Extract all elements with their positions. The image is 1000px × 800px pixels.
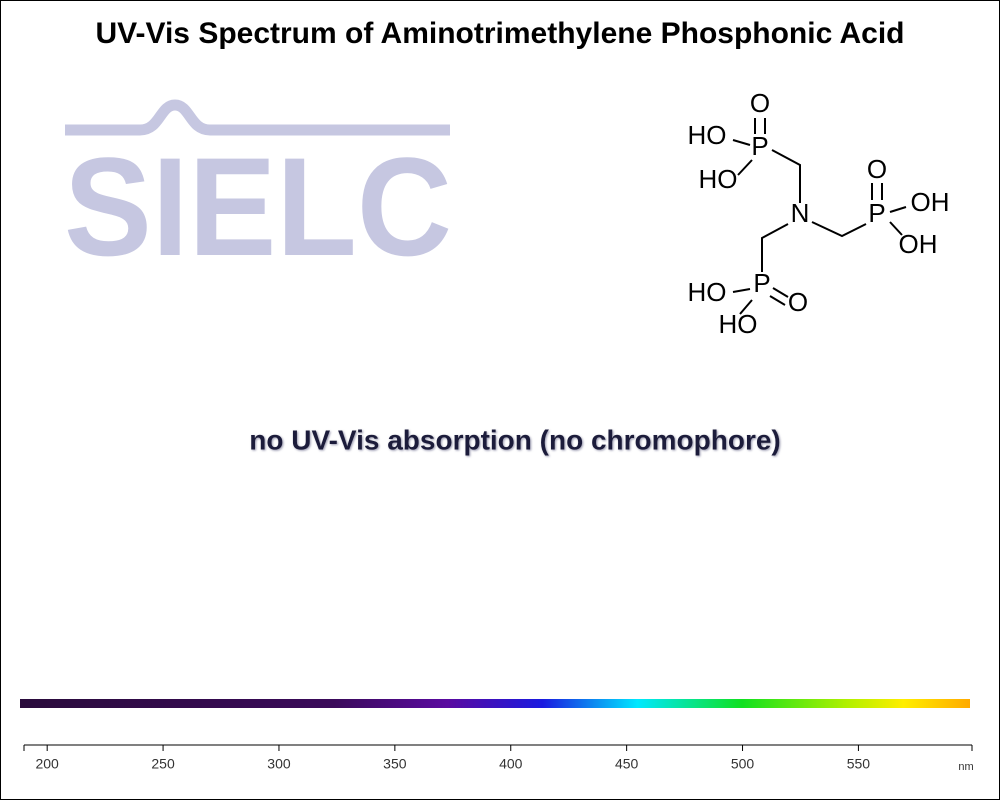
x-tick-label: 450 (615, 756, 639, 772)
atom: HO (719, 309, 758, 339)
atom: HO (699, 164, 738, 194)
x-tick-label: 300 (267, 756, 291, 772)
atom: P (868, 198, 885, 228)
x-axis-label: nm (958, 761, 973, 773)
x-tick-label: 550 (847, 756, 871, 772)
logo-text: SIELC (64, 128, 452, 285)
atom: N (791, 198, 810, 228)
atom: HO (688, 120, 727, 150)
x-tick-label: 400 (499, 756, 523, 772)
x-tick-label: 250 (151, 756, 175, 772)
atom: P (751, 131, 768, 161)
chart-title: UV-Vis Spectrum of Aminotrimethylene Pho… (95, 17, 904, 50)
atom: O (867, 154, 887, 184)
spectrum-bar (20, 699, 970, 708)
atom: O (750, 88, 770, 118)
atom: P (753, 268, 770, 298)
atom: OH (911, 187, 950, 217)
x-tick-label: 350 (383, 756, 407, 772)
atom: O (788, 287, 808, 317)
atom: HO (688, 277, 727, 307)
annotation: no UV-Vis absorption (no chromophore) (249, 424, 781, 455)
atom: OH (899, 229, 938, 259)
x-tick-label: 200 (35, 756, 59, 772)
x-tick-label: 500 (731, 756, 755, 772)
structure: O HO P HO N O P OH OH HO P O HO (688, 88, 950, 339)
logo: SIELC (64, 99, 452, 285)
